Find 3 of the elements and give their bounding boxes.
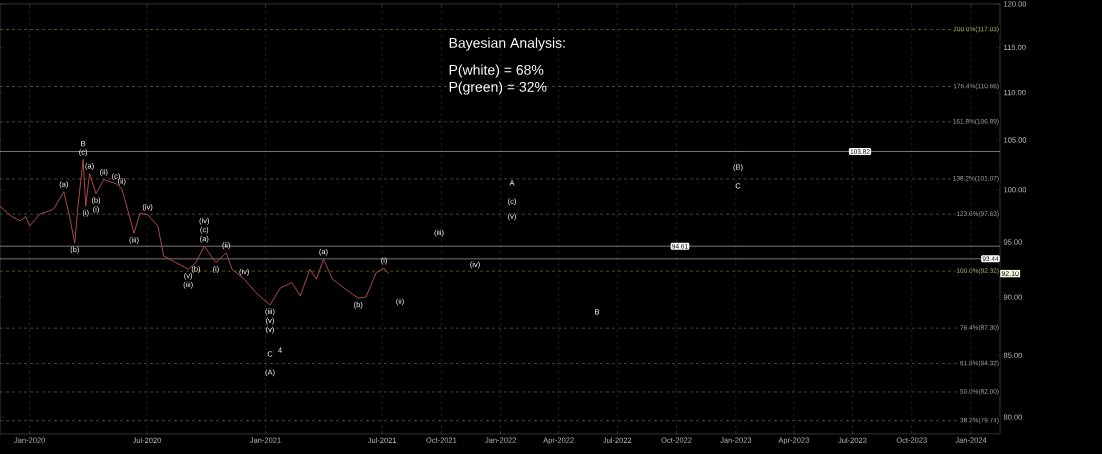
- annotation: P(green) = 32%: [449, 81, 547, 95]
- annotation: Bayesian Analysis:: [449, 37, 565, 51]
- annotation: P(white) = 68%: [449, 64, 544, 78]
